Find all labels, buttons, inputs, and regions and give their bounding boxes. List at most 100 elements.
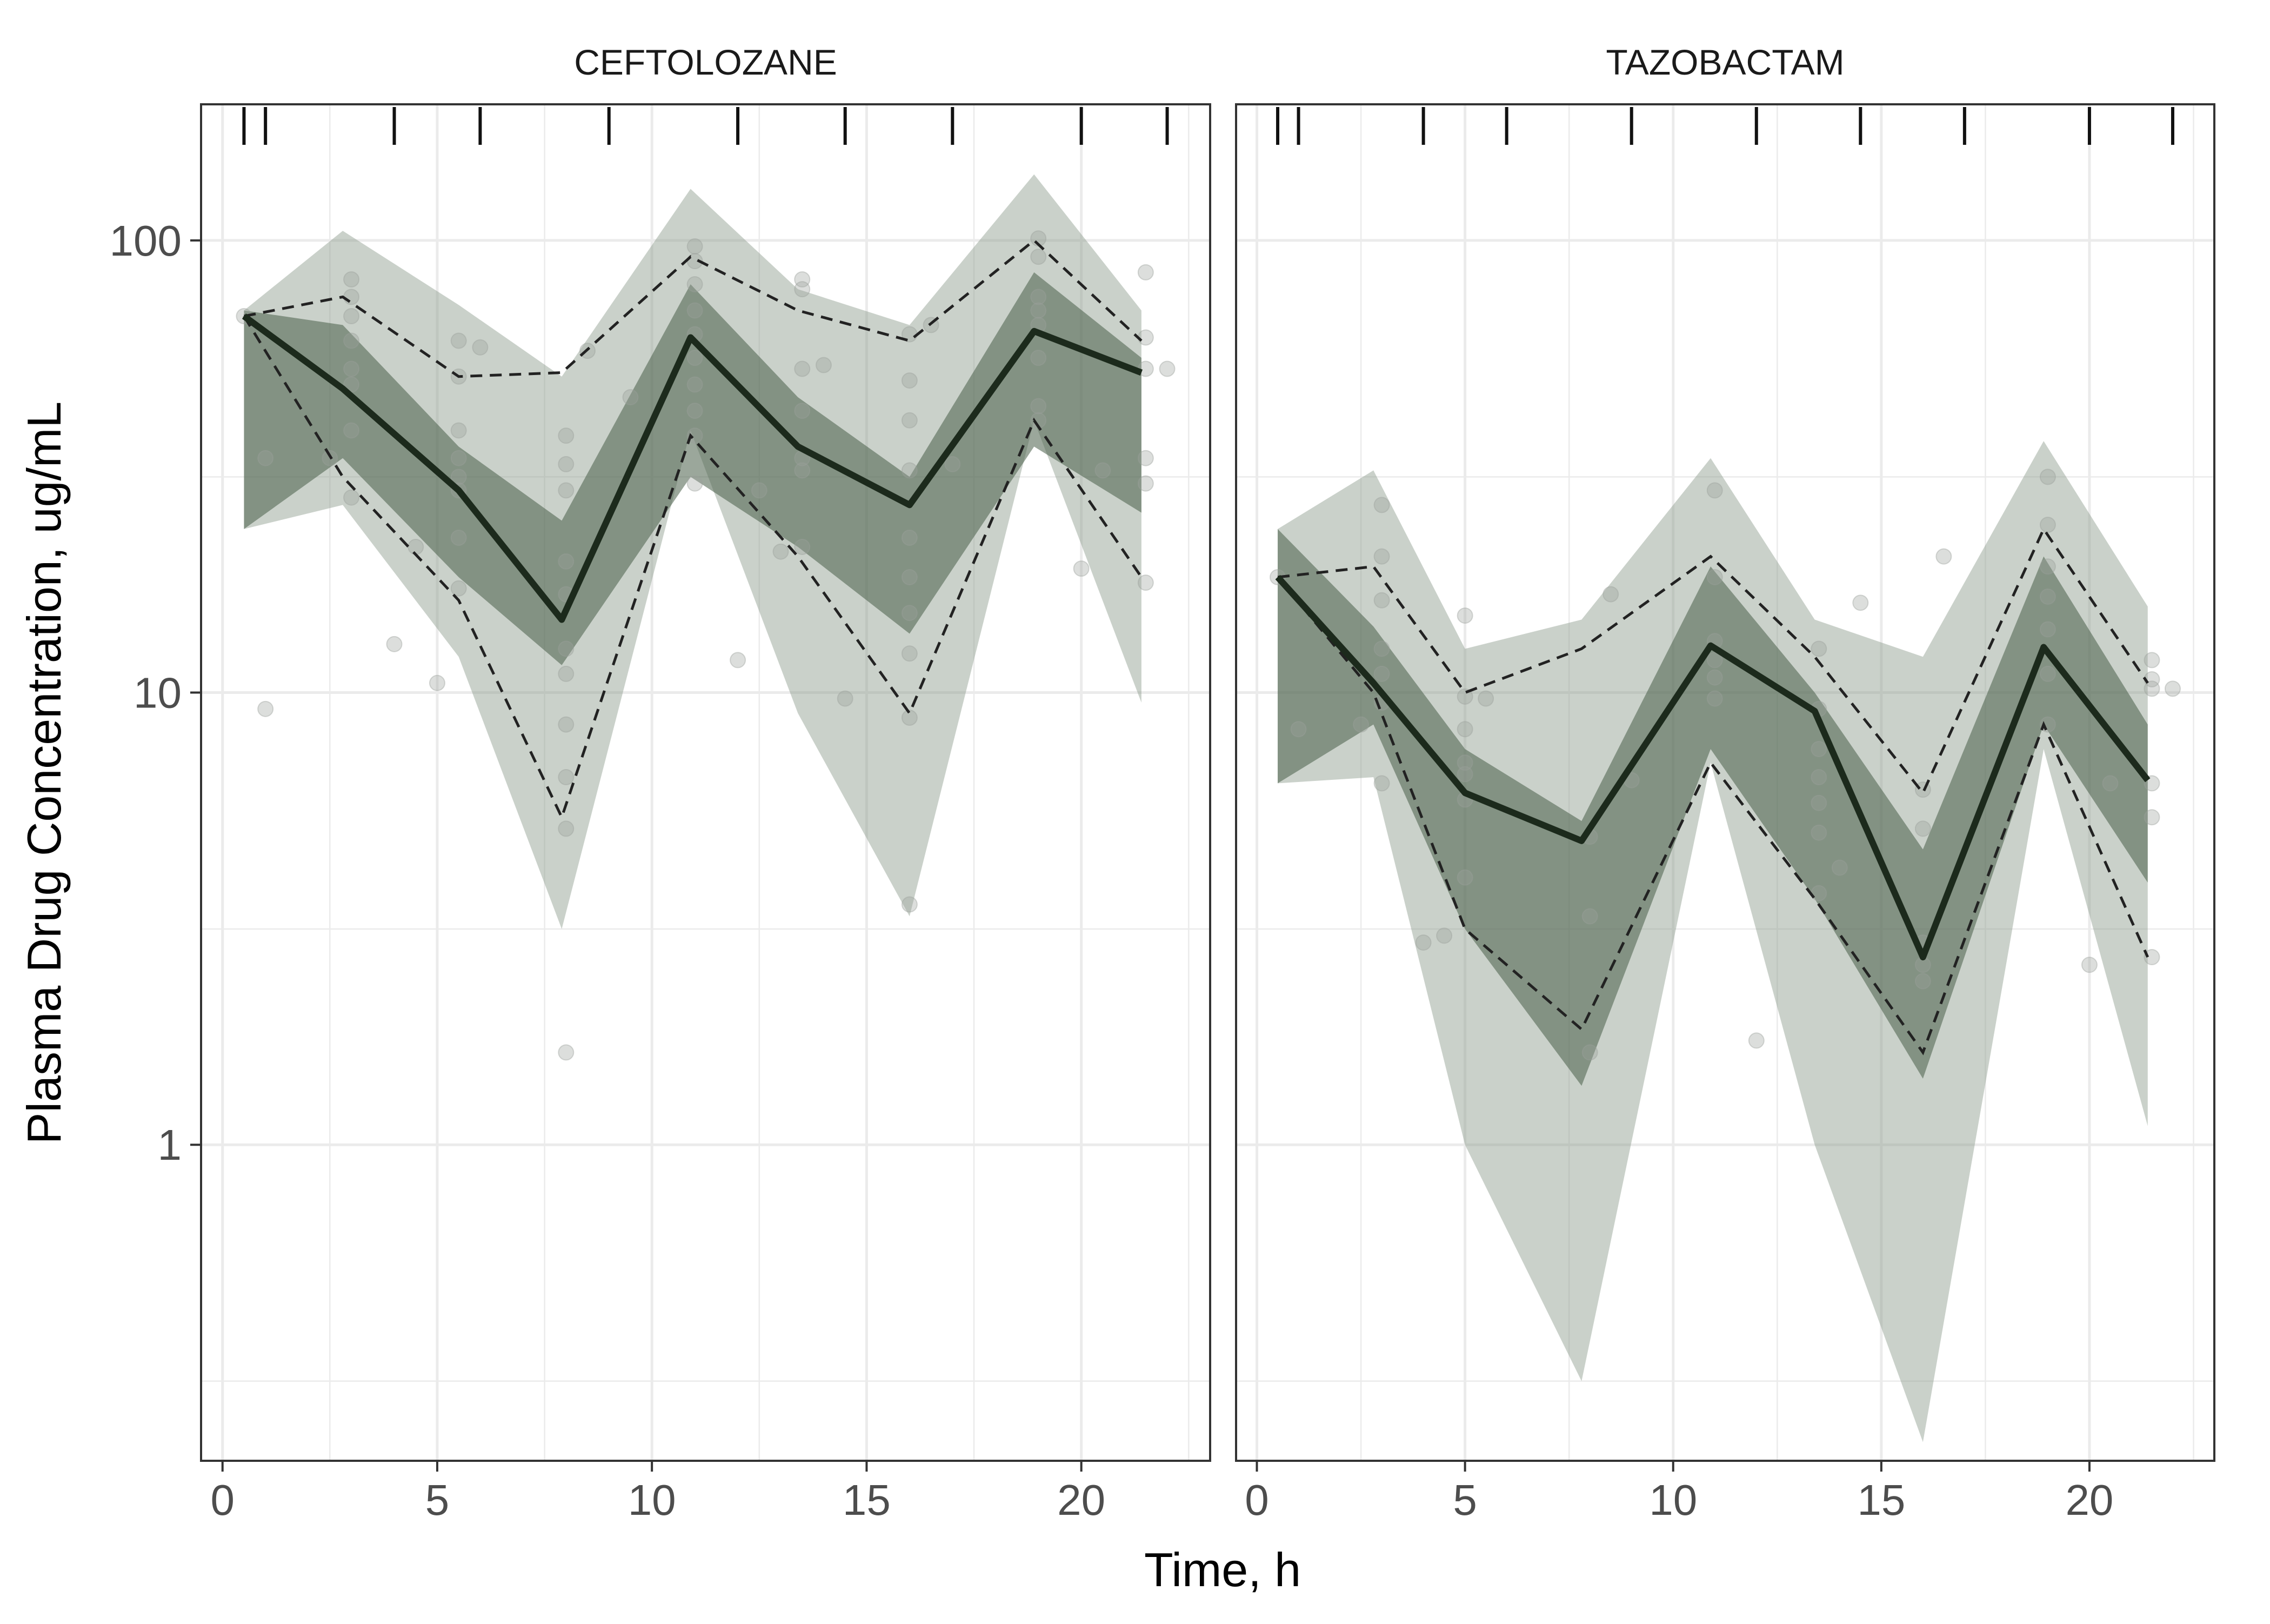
observation-point xyxy=(1706,669,1723,686)
outer-prediction-band xyxy=(1278,441,2148,1442)
observation-point xyxy=(1706,690,1723,707)
observation-point xyxy=(2081,957,2098,973)
observation-point xyxy=(1457,766,1473,783)
observation-point xyxy=(1159,360,1176,377)
observed-median-line xyxy=(242,313,1143,623)
observation-point xyxy=(2144,652,2160,669)
observation-point xyxy=(901,530,918,546)
observation-point xyxy=(794,271,811,288)
observation-point xyxy=(1706,652,1723,669)
panel-border xyxy=(1235,103,2215,1462)
y-tick-label: 100 xyxy=(110,217,182,265)
observation-point xyxy=(2102,775,2119,792)
observation-point xyxy=(686,403,703,419)
observation-point xyxy=(794,360,811,377)
observation-point xyxy=(1811,640,1827,657)
panel-border xyxy=(200,103,1211,1462)
observation-point xyxy=(2144,949,2160,966)
observation-point xyxy=(730,652,746,669)
observation-point xyxy=(686,238,703,255)
observation-point xyxy=(686,350,703,366)
x-tick-label: 10 xyxy=(628,1476,676,1524)
observation-point xyxy=(558,1044,575,1061)
observation-point xyxy=(558,820,575,837)
x-tick-label: 0 xyxy=(1245,1476,1269,1524)
observation-point xyxy=(1581,908,1598,925)
observation-point xyxy=(901,896,918,913)
observation-point xyxy=(386,636,403,652)
observation-point xyxy=(901,645,918,662)
observation-point xyxy=(772,543,789,560)
x-tick-label: 0 xyxy=(210,1476,235,1524)
observation-point xyxy=(1030,249,1047,265)
observation-point xyxy=(1353,716,1370,733)
observation-point xyxy=(1290,721,1307,738)
inner-prediction-band xyxy=(244,272,1141,665)
observation-point xyxy=(450,332,467,349)
observation-point xyxy=(2144,809,2160,826)
x-tick-label: 20 xyxy=(1057,1476,1105,1524)
observation-point xyxy=(1030,398,1047,415)
y-tick-label: 10 xyxy=(133,669,182,717)
x-axis-title: Time, h xyxy=(1144,1543,1301,1596)
observed-95th-percentile-line xyxy=(243,238,1143,378)
observation-point xyxy=(558,456,575,472)
observation-point xyxy=(1457,754,1473,771)
observation-point xyxy=(1914,973,1931,990)
observation-point xyxy=(794,538,811,555)
observation-point xyxy=(1137,329,1154,346)
observation-point xyxy=(558,427,575,444)
observation-point xyxy=(1706,482,1723,499)
x-tick-label: 20 xyxy=(2065,1476,2113,1524)
x-tick-label: 10 xyxy=(1649,1476,1697,1524)
observation-point xyxy=(686,376,703,393)
observation-point xyxy=(257,450,274,466)
observation-point xyxy=(901,605,918,621)
observation-point xyxy=(815,357,832,373)
observation-point xyxy=(1811,885,1827,901)
observation-point xyxy=(1811,769,1827,786)
observation-point xyxy=(343,332,360,349)
observation-point xyxy=(794,462,811,479)
panel-strip-label: TAZOBACTAM xyxy=(1606,42,1844,82)
outer-prediction-band xyxy=(244,174,1141,930)
observation-point xyxy=(901,462,918,479)
observation-point xyxy=(1748,1032,1765,1049)
observed-5th-percentile-line xyxy=(1277,576,2149,1055)
panel-tazobactam: TAZOBACTAM 0 5 10 15 20 xyxy=(1235,42,2215,1524)
observation-point xyxy=(2039,665,2056,682)
y-axis-title: Plasma Drug Concentration, ug/mL xyxy=(17,402,71,1144)
observation-point xyxy=(1373,665,1390,682)
observation-point xyxy=(901,372,918,389)
observation-point xyxy=(429,674,445,691)
observation-point xyxy=(558,716,575,733)
observation-point xyxy=(1137,450,1154,466)
observation-point xyxy=(1415,934,1432,951)
observation-point xyxy=(450,530,467,546)
observation-point xyxy=(622,389,639,406)
observation-point xyxy=(1457,721,1473,738)
observation-point xyxy=(1094,462,1111,479)
observation-point xyxy=(1373,497,1390,513)
observation-point xyxy=(450,469,467,485)
observation-point xyxy=(408,538,424,555)
observation-point xyxy=(686,276,703,292)
observation-point xyxy=(1030,302,1047,319)
observation-point xyxy=(558,769,575,786)
panel-ceftolozane: CEFTOLOZANE 0 5 10 15 20 1 10 100 xyxy=(110,42,1211,1524)
x-tick-label: 15 xyxy=(843,1476,891,1524)
observation-point xyxy=(901,569,918,585)
observation-point xyxy=(1373,640,1390,657)
observation-point xyxy=(686,427,703,444)
observation-point xyxy=(558,482,575,499)
observation-point xyxy=(1811,741,1827,758)
observation-point xyxy=(794,281,811,298)
observation-point xyxy=(1581,1044,1598,1061)
observation-point xyxy=(1811,824,1827,841)
observation-point xyxy=(2039,558,2056,575)
y-tick-label: 1 xyxy=(158,1121,182,1169)
observation-point xyxy=(1706,569,1723,585)
observation-point xyxy=(2039,621,2056,638)
